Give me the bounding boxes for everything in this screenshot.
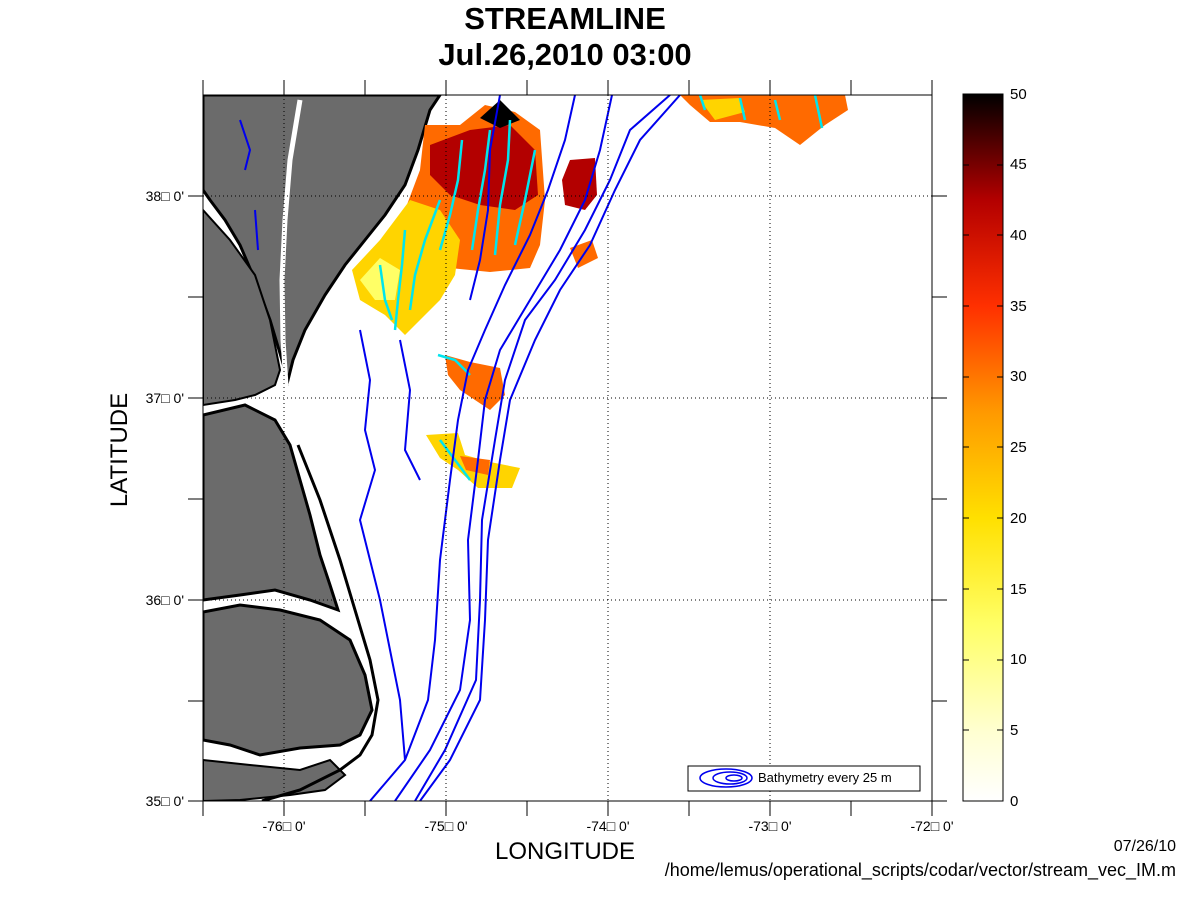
y-tick-label: 35□ 0'	[145, 793, 184, 809]
colorbar-tick-label: 25	[1010, 439, 1027, 456]
colorbar-tick-label: 35	[1010, 298, 1027, 315]
barrier-islands	[261, 444, 380, 801]
colorbar-tick-label: 20	[1010, 510, 1027, 527]
speed-patch-yellow-west	[352, 200, 460, 335]
map-frame	[202, 94, 933, 802]
speed-patch-south-orange	[460, 456, 490, 475]
land-nc-south	[203, 603, 374, 757]
y-tick-label: 38□ 0'	[145, 188, 184, 204]
colorbar-tick-label: 40	[1010, 227, 1027, 244]
colorbar-tick-label: 15	[1010, 581, 1027, 598]
bathymetry-contours	[239, 95, 681, 801]
plot-subtitle: Jul.26,2010 03:00	[438, 37, 692, 72]
speed-patch-northeast-yellow	[700, 98, 745, 120]
x-tick-label: -75□ 0'	[424, 818, 468, 834]
speed-patch-pale-yellow	[360, 258, 400, 300]
colorbar-tick-label: 5	[1010, 722, 1019, 739]
colorbar-tick-label: 0	[1010, 793, 1019, 810]
script-path: /home/lemus/operational_scripts/codar/ve…	[664, 860, 1176, 880]
speed-patch-mid	[445, 355, 505, 410]
x-tick-label: -76□ 0'	[262, 818, 306, 834]
colorbar-tick-label: 50	[1010, 86, 1027, 103]
colorbar-ticks	[963, 164, 1003, 731]
land-virginia	[203, 208, 282, 407]
x-tick-label: -74□ 0'	[586, 818, 630, 834]
x-axis-label: LONGITUDE	[494, 838, 636, 865]
colorbar	[962, 93, 1004, 802]
land-sound-coast	[203, 758, 347, 801]
y-tick-label: 36□ 0'	[145, 592, 184, 608]
colorbar-tick-label: 10	[1010, 651, 1027, 668]
gridlines	[203, 95, 932, 801]
x-tick-label: -72□ 0'	[910, 818, 954, 834]
y-tick-label: 37□ 0'	[145, 390, 184, 406]
land-delmarva	[203, 95, 442, 386]
bathymetry-legend-icon	[699, 768, 753, 788]
legend-label: Bathymetry every 25 m	[758, 770, 892, 785]
axis-ticks	[188, 80, 947, 816]
land-nc-north	[203, 403, 341, 613]
colorbar-tick-label: 45	[1010, 156, 1027, 173]
plot-title: STREAMLINE	[464, 1, 666, 36]
plot-date: 07/26/10	[1113, 838, 1176, 855]
colorbar-tick-label: 30	[1010, 368, 1027, 385]
streamlines	[378, 95, 824, 481]
speed-patch-dark-east	[562, 158, 597, 210]
x-tick-label: -73□ 0'	[748, 818, 792, 834]
